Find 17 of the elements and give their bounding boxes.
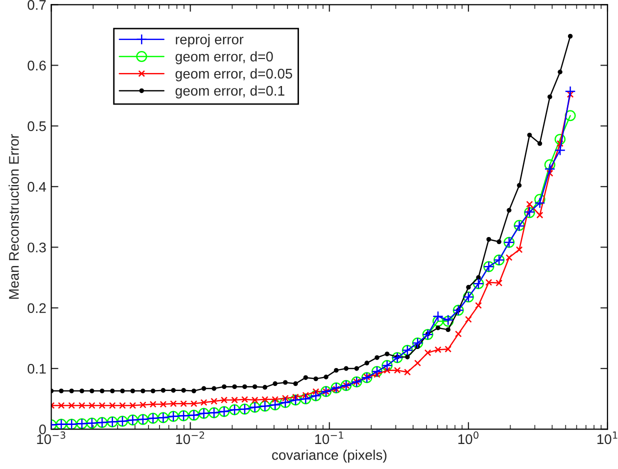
legend-label: geom error, d=0.05 [176, 68, 292, 82]
x-tick-label: 10$^{1}$ [597, 432, 618, 444]
y-tick-label: 0.4 [28, 182, 46, 192]
legend-label: geom error, d=0 [176, 51, 273, 64]
legend-label: reproj error [176, 34, 244, 48]
legend-label: geom error, d=0.1 [176, 86, 284, 98]
x-tick-label: 10$^{0}$ [458, 431, 478, 444]
x-tick-label: 10$^{−2}$ [176, 431, 204, 444]
x-axis-title: covariance (pixels) [272, 450, 386, 463]
x-tick-label: 10$^{−1}$ [315, 432, 344, 444]
y-tick-label: 0.6 [28, 60, 46, 70]
y-tick-label: 0.3 [28, 242, 46, 252]
y-tick-label: 0.7 [28, 0, 46, 10]
y-axis-title: Mean Reconstruction Error [8, 134, 19, 299]
y-tick-label: 0.2 [28, 303, 46, 314]
y-tick-label: 0.1 [28, 364, 46, 374]
y-tick-label: 0.5 [28, 121, 46, 132]
